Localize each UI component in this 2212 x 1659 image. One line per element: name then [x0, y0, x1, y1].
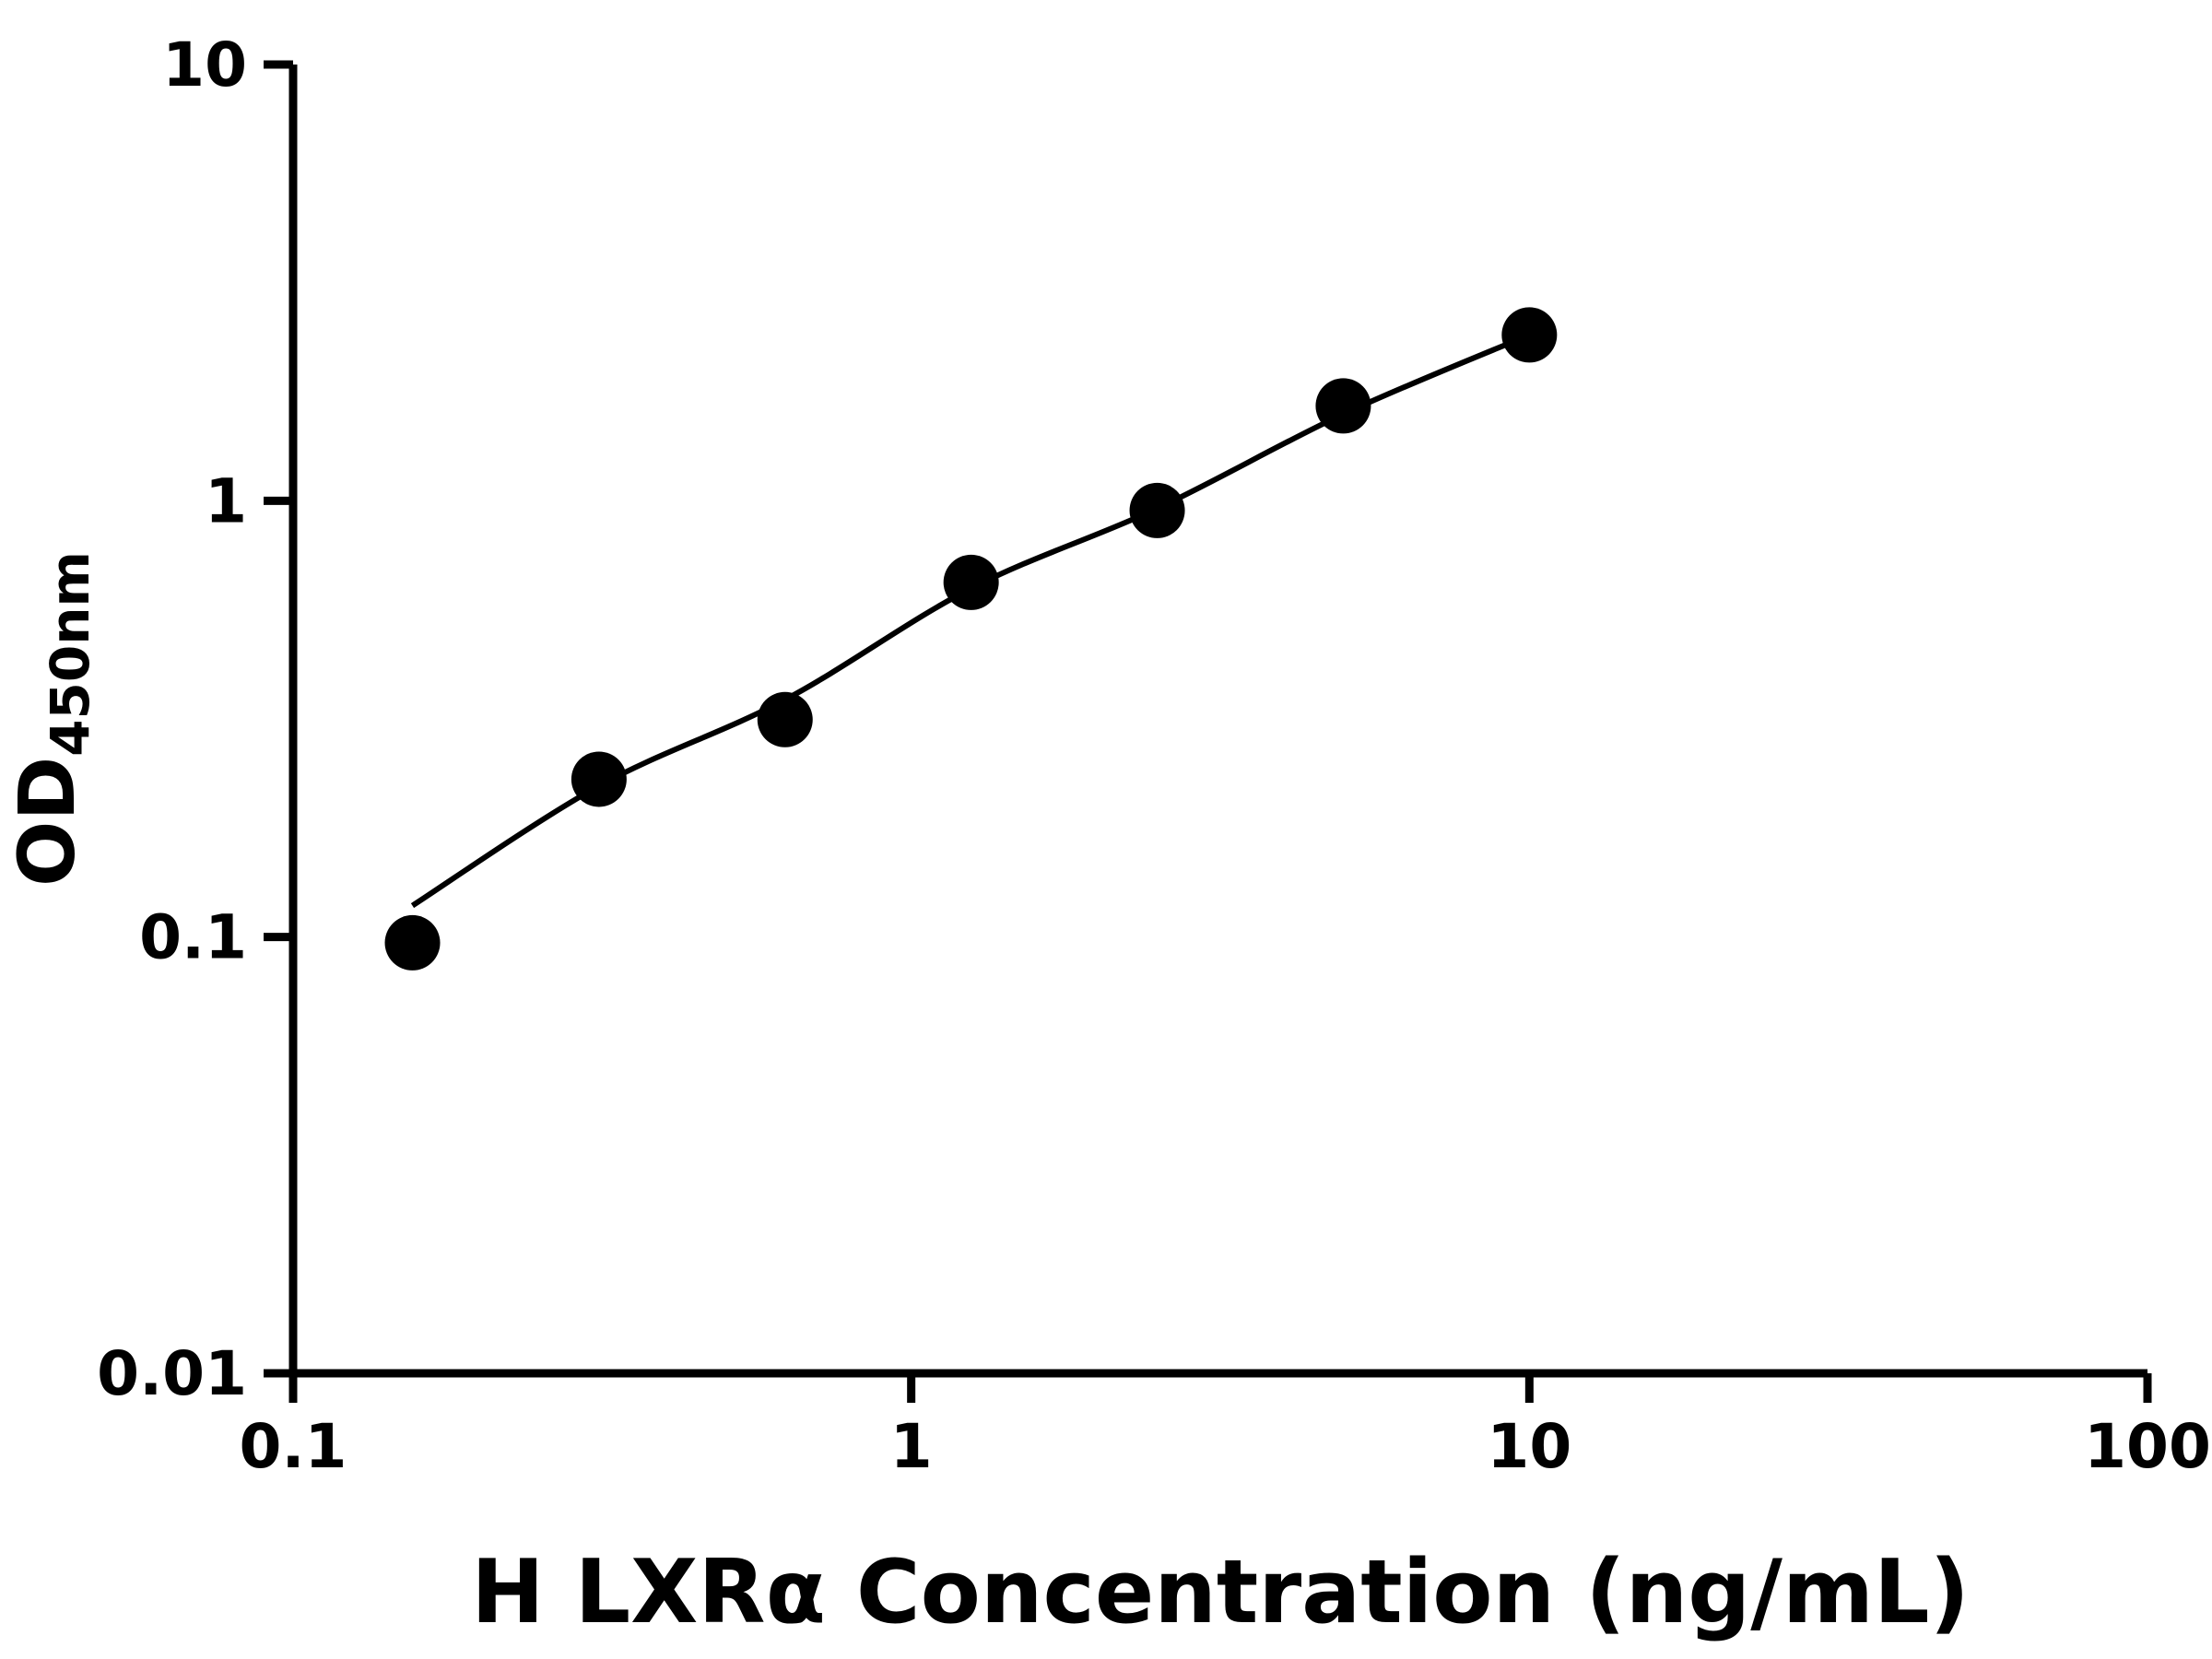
axis-lines — [288, 65, 2147, 1378]
y-tick-label: 0.1 — [139, 902, 247, 973]
x-axis-title: H LXRα Concentration (ng/mL) — [471, 1542, 1970, 1643]
data-point — [1129, 482, 1185, 538]
y-axis-title-main: OD — [2, 757, 92, 887]
x-tick-label: 100 — [2084, 1411, 2211, 1482]
data-point — [571, 751, 627, 807]
y-axis-title: OD450nm — [2, 551, 101, 887]
data-point — [1315, 378, 1371, 434]
y-tick-label: 10 — [162, 29, 247, 100]
data-point — [757, 691, 813, 747]
x-tick-label: 10 — [1487, 1411, 1571, 1482]
y-tick-label: 0.01 — [97, 1338, 247, 1409]
x-tick-label: 0.1 — [240, 1411, 347, 1482]
data-point — [384, 914, 441, 971]
y-tick-label: 1 — [205, 465, 247, 536]
y-axis-title-subscript: 450nm — [39, 551, 101, 757]
x-tick-label: 1 — [890, 1411, 933, 1482]
data-point — [1501, 307, 1558, 363]
data-point — [943, 554, 999, 610]
